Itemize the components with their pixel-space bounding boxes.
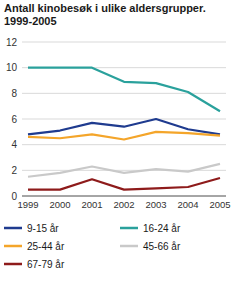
plot-area xyxy=(28,68,220,190)
x-tick-label: 2001 xyxy=(81,199,102,210)
grid-line xyxy=(22,144,226,145)
y-tick-label: 6 xyxy=(11,114,17,125)
x-tick-label: 1999 xyxy=(17,199,38,210)
series-line xyxy=(28,68,220,112)
y-tick-label: 8 xyxy=(11,88,17,99)
grid-line xyxy=(22,196,226,197)
x-tick-label: 2003 xyxy=(145,199,166,210)
legend-swatch xyxy=(4,227,22,230)
legend-swatch xyxy=(120,245,138,248)
y-tick-label: 4 xyxy=(11,139,17,150)
x-axis xyxy=(22,196,226,197)
series-line xyxy=(28,164,220,177)
grid-line xyxy=(22,42,226,43)
title-line: 1999-2005 xyxy=(4,15,57,27)
legend-swatch xyxy=(4,263,22,266)
y-tick-label: 2 xyxy=(11,165,17,176)
series-line xyxy=(28,132,220,140)
legend-label: 16-24 år xyxy=(143,223,181,234)
y-tick-label: 10 xyxy=(6,62,18,73)
x-tick-label: 2005 xyxy=(209,199,230,210)
legend-swatch xyxy=(120,227,138,230)
series-line xyxy=(28,178,220,190)
grid-line xyxy=(22,93,226,94)
legend-label: 45-66 år xyxy=(143,241,181,252)
legend-swatch xyxy=(4,245,22,248)
y-tick-label: 12 xyxy=(6,37,18,48)
x-tick-label: 2002 xyxy=(113,199,134,210)
series-line xyxy=(28,119,220,134)
legend-label: 9-15 år xyxy=(27,223,59,234)
grid-line xyxy=(22,119,226,120)
x-tick-label: 2000 xyxy=(49,199,70,210)
x-tick-label: 2004 xyxy=(177,199,198,210)
title-line: Antall kinobesøk i ulike aldersgrupper. xyxy=(4,2,206,14)
chart: Antall kinobesøk i ulike aldersgrupper.1… xyxy=(0,0,233,287)
legend-label: 25-44 år xyxy=(27,241,65,252)
title: Antall kinobesøk i ulike aldersgrupper.1… xyxy=(4,2,206,27)
legend-label: 67-79 år xyxy=(27,259,65,270)
